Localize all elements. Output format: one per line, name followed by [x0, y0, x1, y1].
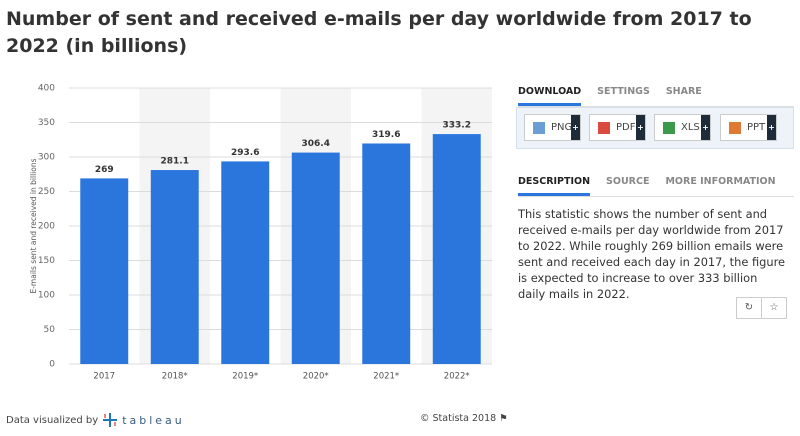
y-tick-label: 100: [38, 291, 55, 301]
copyright: © Statista 2018 ⚑: [420, 413, 508, 424]
y-tick-label: 150: [38, 256, 55, 266]
y-tick-label: 200: [38, 222, 55, 232]
description: This statistic shows the number of sent …: [518, 207, 786, 301]
pdf-button[interactable]: PDF +: [589, 114, 646, 141]
bar: [291, 152, 340, 364]
button-label: XLS: [681, 122, 700, 133]
y-tick-label: 300: [38, 153, 55, 163]
x-tick-label: 2019*: [232, 372, 258, 382]
bar: [432, 134, 481, 364]
y-tick-label: 50: [44, 325, 56, 335]
x-tick-label: 2020*: [303, 372, 329, 382]
tab[interactable]: SOURCE: [606, 176, 650, 187]
favorite-button[interactable]: ☆: [761, 297, 787, 319]
value-label: 269: [95, 165, 114, 175]
button-label: PNG: [551, 122, 573, 133]
info-tabs: DESCRIPTION SOURCE MORE INFORMATION: [518, 176, 794, 197]
credit: Data visualized by tableau: [6, 412, 185, 428]
x-tick-label: 2017: [93, 372, 115, 382]
download-box: PNG + PDF + XLS + PPT +: [516, 107, 794, 149]
x-tick-label: 2022*: [444, 372, 470, 382]
tab[interactable]: MORE INFORMATION: [665, 176, 776, 187]
bar: [150, 170, 199, 364]
ppt-button[interactable]: PPT +: [720, 114, 777, 141]
history-button[interactable]: ↻: [736, 297, 762, 319]
y-axis-label: E-mails sent and received in billions: [29, 158, 38, 293]
png-button[interactable]: PNG +: [524, 114, 581, 141]
bar: [221, 161, 270, 364]
y-tick-label: 250: [38, 187, 55, 197]
y-tick-label: 350: [38, 118, 55, 128]
download-tabs: DOWNLOAD SETTINGS SHARE: [518, 86, 794, 107]
y-tick-label: 400: [38, 84, 55, 94]
tableau-icon: [103, 413, 118, 427]
y-tick-label: 0: [49, 360, 55, 370]
bar: [80, 178, 129, 364]
credit-text: Data visualized by: [6, 414, 99, 426]
tableau-logo: tableau: [122, 413, 185, 427]
value-label: 281.1: [161, 157, 189, 167]
tab[interactable]: DESCRIPTION: [518, 176, 591, 196]
value-label: 333.2: [443, 121, 471, 131]
value-label: 293.6: [231, 148, 259, 158]
value-label: 306.4: [302, 139, 330, 149]
chart-title: Number of sent and received e-mails per …: [6, 8, 752, 57]
tab[interactable]: SHARE: [665, 86, 702, 97]
bar: [362, 143, 411, 364]
chart: 0 50 100 150 200 250 300 350 400 E-mails sent and…: [29, 84, 492, 382]
x-tick-label: 2018*: [162, 372, 188, 382]
value-label: 319.6: [372, 130, 400, 140]
xls-button[interactable]: XLS +: [654, 114, 711, 141]
tab[interactable]: DOWNLOAD: [518, 86, 582, 106]
copyright-text: © Statista 2018: [420, 413, 497, 424]
button-label: PDF: [616, 122, 636, 133]
button-label: PPT: [747, 122, 766, 133]
tab[interactable]: SETTINGS: [597, 86, 650, 97]
x-tick-label: 2021*: [373, 372, 399, 382]
